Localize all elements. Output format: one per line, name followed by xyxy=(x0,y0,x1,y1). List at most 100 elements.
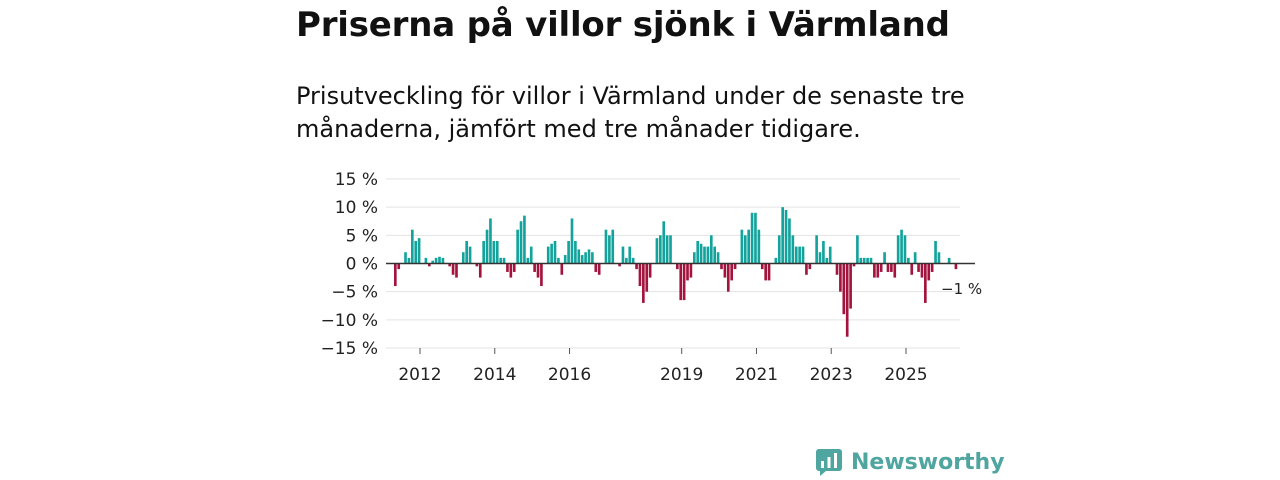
chart-bar xyxy=(879,263,883,272)
chart-bar xyxy=(570,218,574,264)
chart-bar xyxy=(540,263,543,287)
chart-bar xyxy=(492,240,496,264)
chart-bar xyxy=(502,257,506,264)
chart-bar xyxy=(563,255,567,264)
chart-bar xyxy=(468,246,472,264)
chart-bar xyxy=(788,218,791,264)
chart-bar xyxy=(404,252,407,264)
chart-bar xyxy=(478,263,482,278)
y-tick-label: 10 % xyxy=(335,198,378,218)
chart-bar xyxy=(655,238,659,264)
chart-bar xyxy=(903,235,907,264)
chart-bar xyxy=(676,263,679,270)
chart-bar xyxy=(842,263,846,315)
chart-bar xyxy=(689,263,693,278)
chart-bar xyxy=(604,229,608,264)
chart-bar xyxy=(845,263,849,337)
chart-bar xyxy=(917,263,920,272)
chart-bar xyxy=(662,221,666,264)
chart-bar xyxy=(815,235,818,264)
logo-icon-bar xyxy=(827,457,831,468)
logo-icon-bar xyxy=(834,453,837,468)
y-axis: 15 % 10 % 5 % 0 % −5 % −10 % −15 % xyxy=(321,170,378,359)
chart-bar xyxy=(828,246,832,264)
chart-bar xyxy=(757,229,761,264)
chart-bar xyxy=(679,263,683,301)
chart-bar xyxy=(574,240,577,264)
chart-bar xyxy=(394,263,397,287)
chart-bar xyxy=(709,235,713,264)
chart-bar xyxy=(747,229,750,264)
chart-bar xyxy=(686,263,689,281)
chart-bar xyxy=(743,235,747,264)
chart-bar xyxy=(580,255,584,264)
chart-bar xyxy=(696,240,700,264)
chart-bar xyxy=(523,215,526,264)
chart-bar xyxy=(852,263,856,267)
chart-bar xyxy=(516,229,519,264)
y-tick-label: −15 % xyxy=(321,339,378,359)
chart-bar xyxy=(397,263,401,270)
chart-bar xyxy=(682,263,686,301)
chart-bar xyxy=(937,252,941,264)
chart-bar xyxy=(835,263,839,275)
chart-bar xyxy=(907,257,910,264)
y-tick-label: 0 % xyxy=(346,255,378,275)
chart-bar xyxy=(533,263,536,272)
annotation-group: −1 % xyxy=(941,280,982,298)
chart-bar xyxy=(777,235,781,264)
x-tick-label: 2025 xyxy=(884,365,927,385)
chart-bar xyxy=(910,263,914,275)
chart-subtitle: Prisutveckling för villor i Värmland und… xyxy=(296,82,965,143)
chart-bar xyxy=(767,263,771,281)
chart-bar xyxy=(417,238,421,264)
chart-bar xyxy=(876,263,880,278)
x-tick-label: 2014 xyxy=(473,365,516,385)
chart-bar xyxy=(716,252,720,264)
chart-bar xyxy=(509,263,513,278)
chart-bar xyxy=(625,257,628,264)
chart-bar xyxy=(784,209,788,264)
chart-bar xyxy=(794,246,798,264)
chart-bar xyxy=(519,221,523,264)
chart-bar xyxy=(648,263,652,278)
chart-bar xyxy=(546,246,550,264)
chart-bar xyxy=(451,263,455,275)
chart-bar xyxy=(900,229,903,264)
chart-bar xyxy=(808,263,812,270)
chart-bar xyxy=(764,263,767,281)
chart-bar xyxy=(859,257,863,264)
x-tick-label: 2021 xyxy=(735,365,778,385)
chart-bar xyxy=(577,249,581,264)
bar-series xyxy=(394,207,958,337)
y-tick-label: 15 % xyxy=(335,170,378,190)
chart-bar xyxy=(934,240,937,264)
chart-bar xyxy=(495,240,499,264)
chart-bar xyxy=(750,212,754,264)
chart-bar xyxy=(560,263,564,275)
chart-bar xyxy=(930,263,934,272)
chart-bar xyxy=(740,229,744,264)
chart-bar xyxy=(699,243,703,264)
logo-icon-tail xyxy=(820,471,826,476)
chart-bar xyxy=(461,252,465,264)
chart-bar xyxy=(645,263,649,292)
chart-bar xyxy=(818,252,822,264)
chart-bar xyxy=(638,263,642,287)
chart-bar xyxy=(536,263,540,278)
chart-bar xyxy=(475,263,479,267)
chart-bar xyxy=(720,263,723,270)
chart-bar xyxy=(587,249,591,264)
logo-icon-bar xyxy=(821,461,824,468)
chart-bar xyxy=(499,257,502,264)
chart-bar xyxy=(754,212,757,264)
chart-bar xyxy=(856,235,859,264)
chart-bar xyxy=(591,252,594,264)
newsworthy-logo-icon xyxy=(816,449,842,476)
chart-bar xyxy=(618,263,621,267)
chart-bar xyxy=(760,263,764,270)
y-tick-label: 5 % xyxy=(346,226,378,246)
chart-bar xyxy=(635,263,638,270)
chart-bar xyxy=(455,263,458,278)
chart-bar xyxy=(506,263,509,272)
